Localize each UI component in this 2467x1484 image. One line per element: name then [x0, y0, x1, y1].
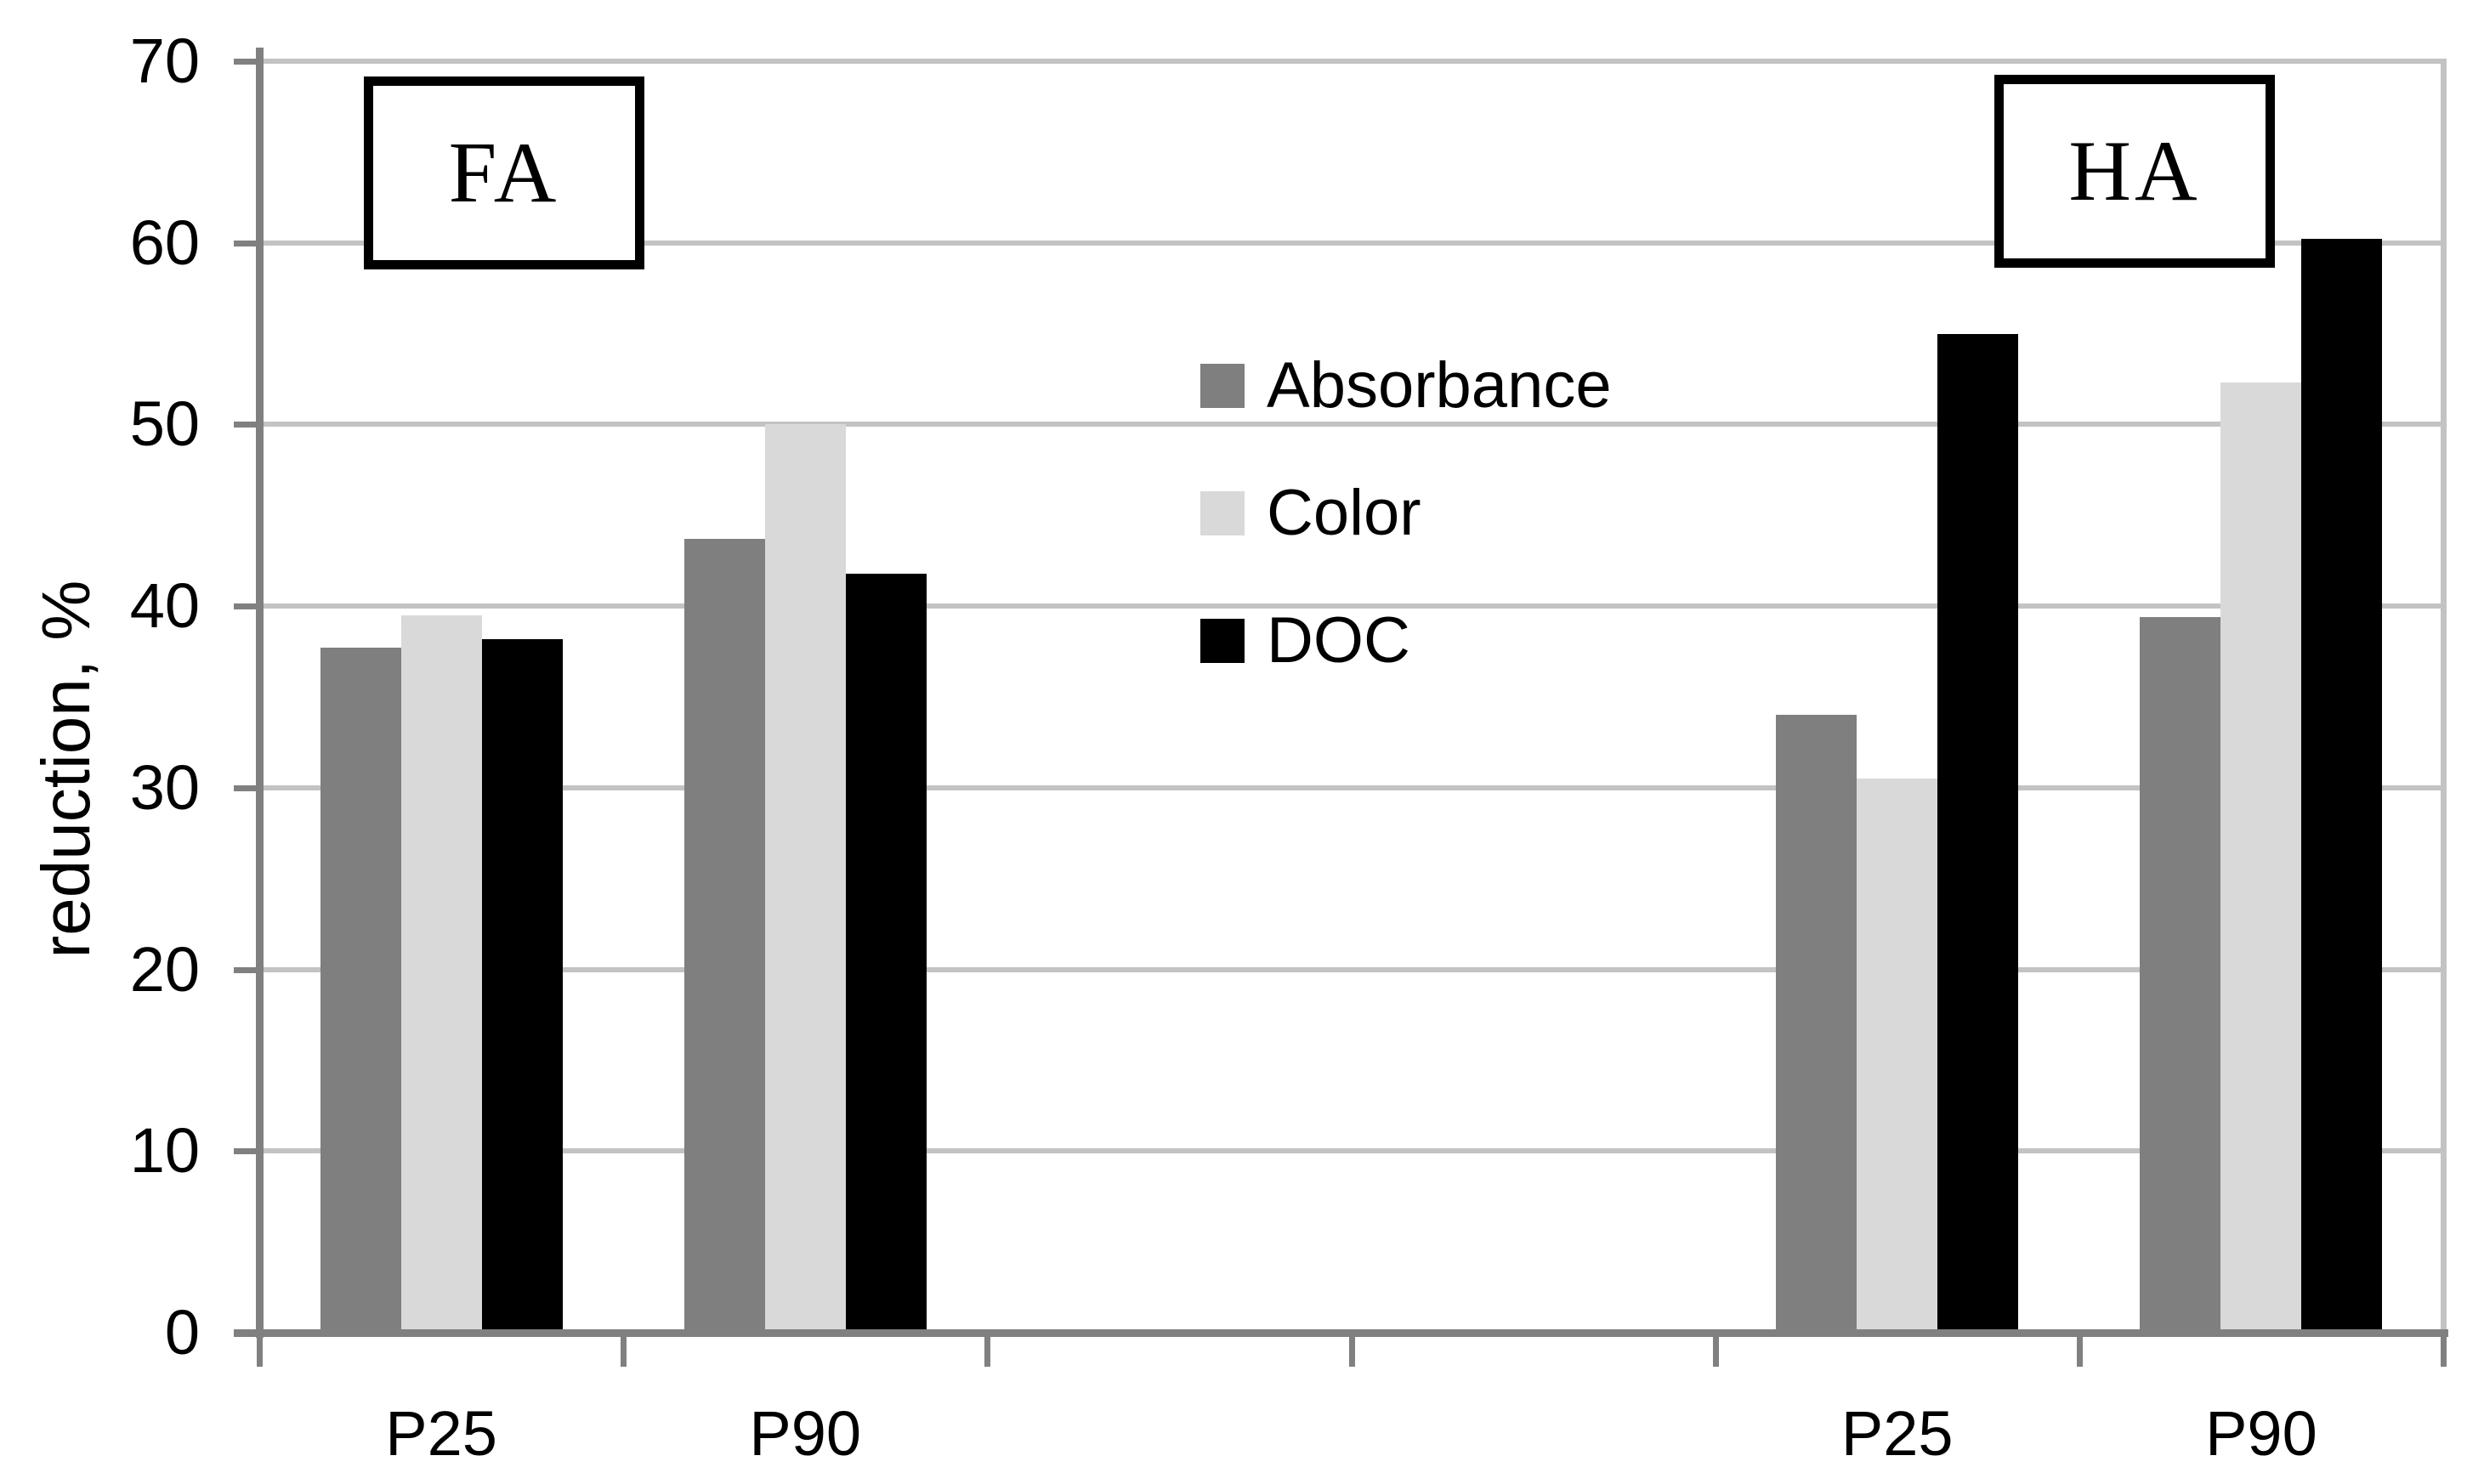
gridline-70	[259, 59, 2443, 64]
y-tick-label-0: 0	[164, 1297, 200, 1368]
x-category-label-5: P90	[2205, 1398, 2317, 1469]
x-tick-0	[257, 1333, 263, 1367]
x-tick-3	[1348, 1333, 1355, 1367]
legend-label-color: Color	[1267, 477, 1421, 549]
legend-label-absorbance: Absorbance	[1267, 349, 1612, 422]
x-tick-5	[2076, 1333, 2083, 1367]
y-tick-30	[234, 784, 259, 791]
gridline-30	[259, 784, 2443, 790]
x-category-label-0: P25	[385, 1398, 497, 1469]
annotation-box-fa: FA	[364, 76, 644, 269]
y-tick-label-70: 70	[129, 25, 200, 96]
y-tick-70	[234, 59, 259, 65]
annotation-box-ha: HA	[1994, 75, 2275, 268]
y-tick-label-50: 50	[129, 388, 200, 460]
bar-P90-Absorbance	[2140, 616, 2221, 1333]
y-axis-line	[256, 48, 264, 1338]
legend-item-color: Color	[1200, 479, 1421, 547]
x-axis-line	[234, 1329, 2448, 1337]
y-tick-50	[234, 422, 259, 428]
gridline-40	[259, 603, 2443, 609]
x-category-label-1: P90	[749, 1398, 862, 1469]
annotation-text-ha: HA	[2068, 123, 2201, 219]
x-tick-2	[984, 1333, 991, 1367]
legend-swatch-absorbance	[1200, 364, 1245, 408]
y-tick-60	[234, 240, 259, 246]
gridline-20	[259, 966, 2443, 972]
bar-P25-Color	[1857, 779, 1938, 1333]
y-tick-label-20: 20	[129, 933, 200, 1005]
y-tick-label-60: 60	[129, 207, 200, 278]
bar-P25-Absorbance	[1776, 715, 1857, 1333]
x-tick-4	[1712, 1333, 1719, 1367]
y-tick-40	[234, 603, 259, 610]
annotation-text-fa: FA	[448, 125, 560, 221]
y-tick-0	[234, 1330, 259, 1336]
gridline-50	[259, 422, 2443, 428]
bar-P90-Absorbance	[683, 539, 765, 1333]
x-category-label-4: P25	[1840, 1398, 1954, 1469]
y-tick-20	[234, 966, 259, 973]
y-tick-label-40: 40	[129, 570, 200, 642]
bar-P25-DOC	[1937, 333, 2019, 1333]
bar-P25-Absorbance	[320, 648, 401, 1333]
bar-P90-DOC	[2301, 239, 2383, 1333]
bar-P25-Color	[400, 615, 482, 1333]
plot-right-border	[2441, 59, 2447, 1333]
legend-swatch-color	[1200, 491, 1245, 535]
bar-P90-Color	[764, 424, 846, 1333]
legend-item-absorbance: Absorbance	[1200, 352, 1612, 420]
legend-label-doc: DOC	[1267, 604, 1410, 677]
y-tick-label-30: 30	[129, 751, 200, 823]
bar-P25-DOC	[481, 638, 563, 1333]
gridline-60	[259, 240, 2443, 246]
y-tick-label-10: 10	[129, 1115, 200, 1187]
y-tick-10	[234, 1148, 259, 1155]
x-tick-1	[621, 1333, 627, 1367]
legend-swatch-doc	[1200, 619, 1245, 663]
bar-P90-Color	[2220, 382, 2302, 1333]
x-tick-6	[2441, 1333, 2447, 1367]
legend-item-doc: DOC	[1200, 607, 1410, 675]
gridline-10	[259, 1148, 2443, 1154]
bar-P90-DOC	[845, 573, 927, 1333]
